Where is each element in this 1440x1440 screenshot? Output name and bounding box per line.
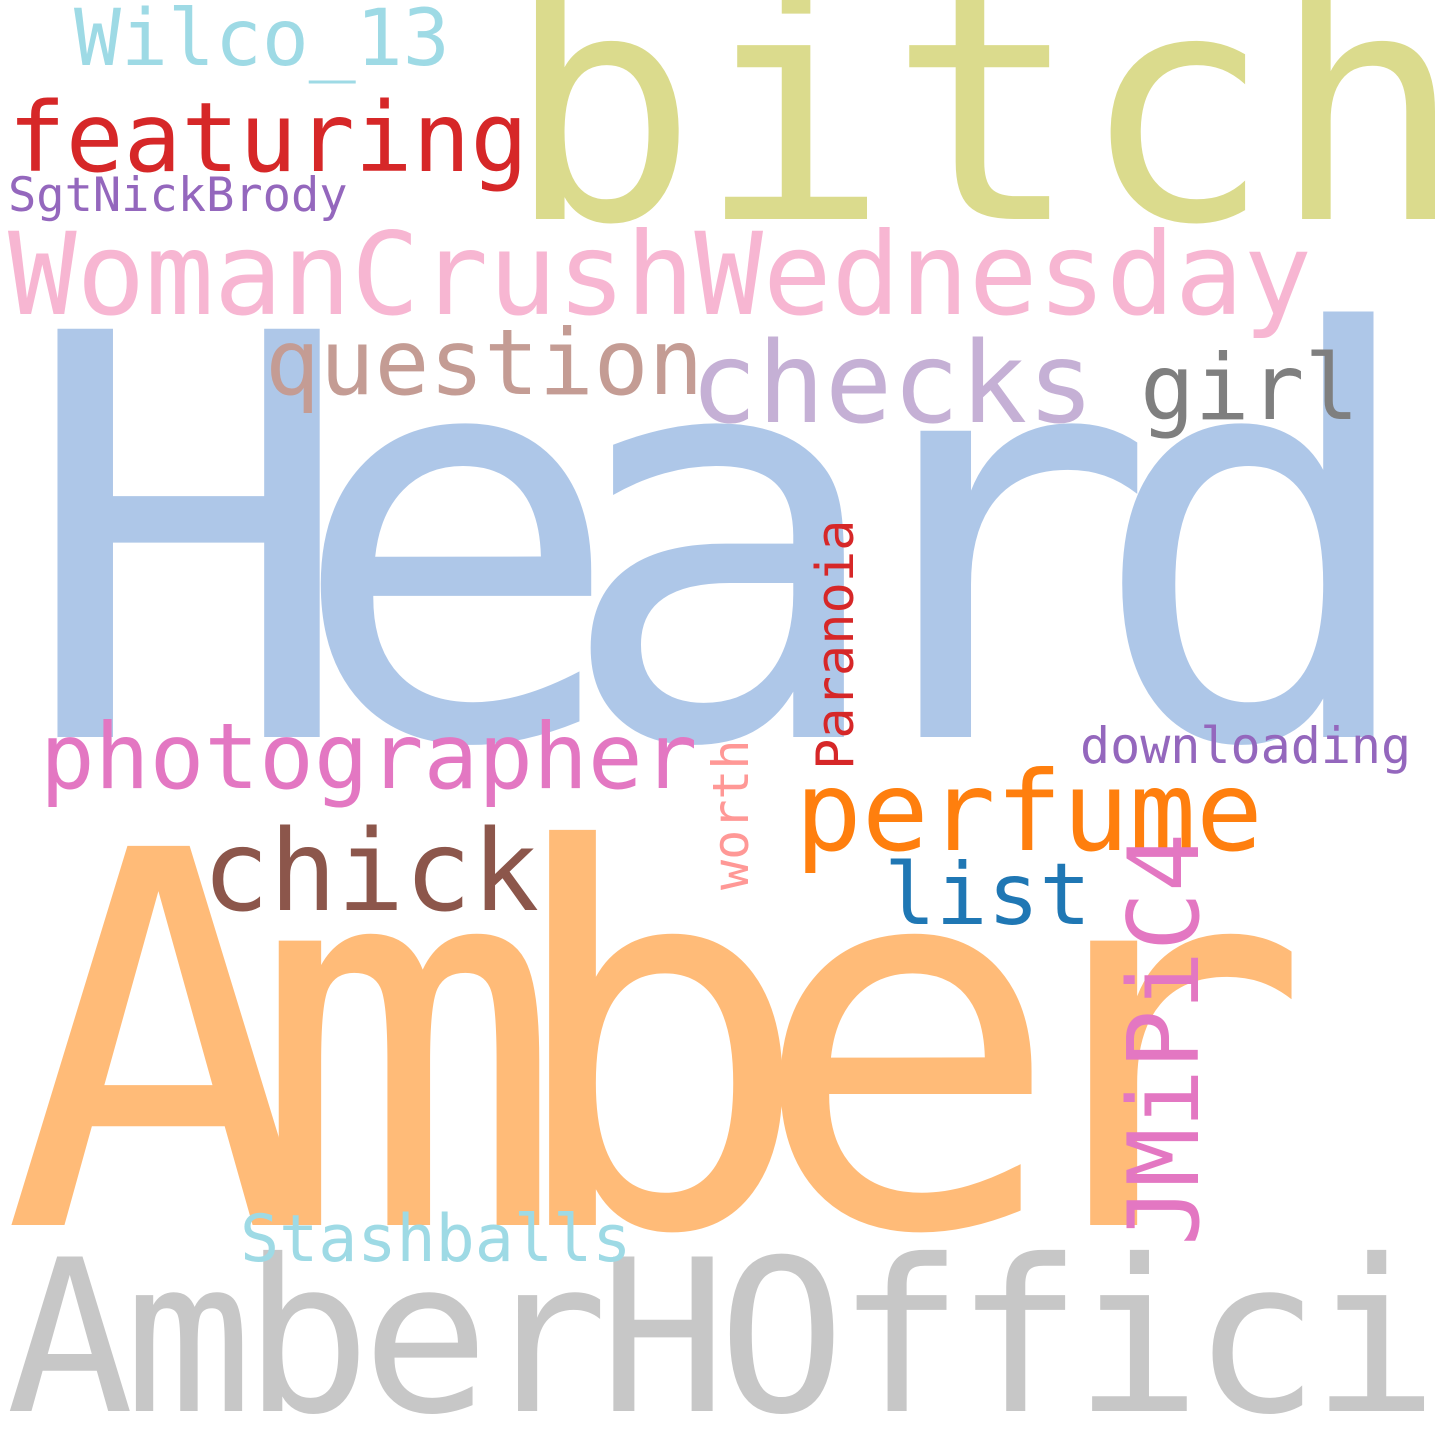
word-photographer: photographer	[40, 705, 698, 810]
word-amberhofficial: AmberHOfficial	[6, 1214, 1440, 1440]
word-paranoia: Paranoia	[806, 519, 866, 770]
word-stashballs: Stashballs	[240, 1202, 632, 1277]
word-list: list	[884, 845, 1092, 945]
word-chick: chick	[202, 807, 540, 937]
word-perfume: perfume	[795, 748, 1263, 877]
word-question: question	[265, 311, 704, 416]
word-worth: worth	[702, 739, 760, 890]
word-jmipic4: JMiPiC4	[1108, 832, 1222, 1246]
word-featuring: featuring	[8, 82, 529, 194]
word-girl: girl	[1140, 336, 1360, 441]
word-amber: Amber	[2, 742, 1311, 1348]
word-bitch: bitch	[506, 0, 1440, 294]
word-checks: checks	[690, 319, 1095, 449]
word-wilco-13: Wilco_13	[74, 0, 450, 84]
word-downloading: downloading	[1080, 717, 1412, 775]
word-sgtnickbrody: SgtNickBrody	[8, 168, 348, 223]
word-womancrushwednesday: WomanCrushWednesday	[8, 208, 1313, 341]
word-heard: Heard	[20, 218, 1426, 870]
